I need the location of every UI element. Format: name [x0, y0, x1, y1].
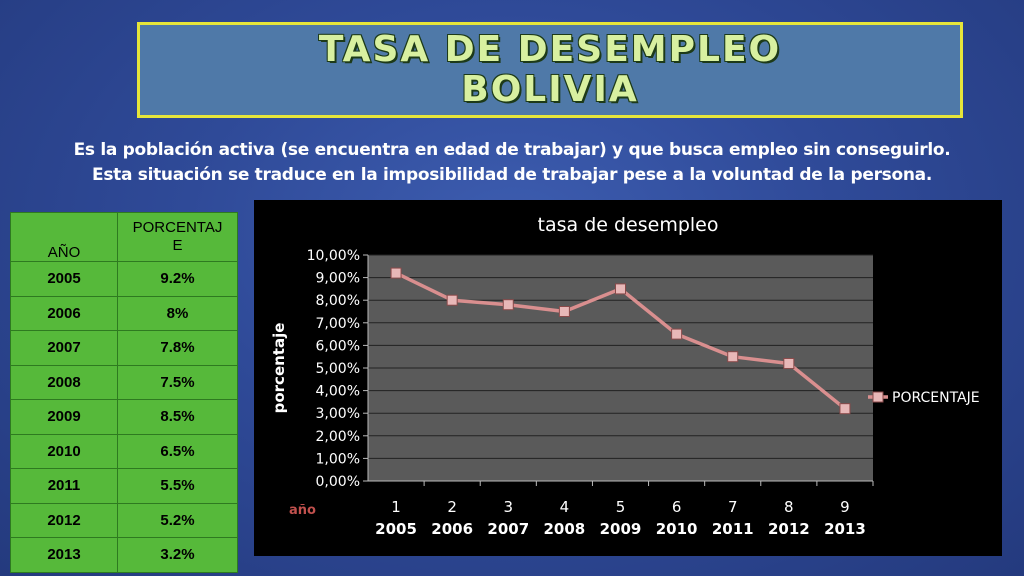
description: Es la población activa (se encuentra en … — [40, 138, 984, 188]
data-point-marker — [615, 283, 626, 295]
year-cell: 2010 — [10, 433, 118, 469]
table-row: 2012 5.2% — [10, 502, 238, 538]
x-tick-label: 2 — [447, 498, 457, 516]
table-row: 2009 8.5% — [10, 399, 238, 435]
year-cell: 2013 — [10, 537, 118, 573]
y-tick-label: 2,00% — [316, 429, 360, 445]
y-tick-label: 7,00% — [316, 316, 360, 332]
table-row: 2006 8% — [10, 295, 238, 331]
data-point-marker — [558, 306, 570, 317]
x-tick-sublabel: 2008 — [544, 520, 586, 538]
legend-label: PORCENTAJE — [892, 390, 980, 406]
x-tick-sublabel: 2005 — [375, 520, 417, 538]
percentage-cell: 6.5% — [117, 433, 238, 469]
x-tick-label: 1 — [391, 498, 401, 516]
percentage-cell: 3.2% — [117, 537, 238, 573]
title-line-2: BOLIVIA — [461, 69, 639, 110]
x-tick-sublabel: 2009 — [600, 520, 642, 538]
y-tick-label: 4,00% — [316, 384, 360, 400]
table-row: 2010 6.5% — [10, 433, 238, 469]
header-percentage-line-1: PORCENTAJ — [132, 219, 223, 236]
y-tick-label: 0,00% — [316, 474, 360, 490]
x-tick-sublabel: 2011 — [712, 520, 754, 538]
x-tick-sublabel: 2010 — [656, 520, 698, 538]
y-tick-label: 5,00% — [316, 361, 360, 377]
y-tick-label: 1,00% — [316, 451, 360, 467]
x-tick-label: 7 — [728, 498, 738, 516]
data-point-marker — [783, 357, 795, 369]
x-tick-label: 9 — [840, 498, 850, 516]
header-percentage-line-2: E — [172, 237, 183, 254]
title-line-1: TASA DE DESEMPLEO — [318, 29, 782, 70]
data-point-marker — [390, 267, 402, 279]
percentage-cell: 8% — [117, 295, 238, 331]
chart-title: tasa de desempleo — [538, 214, 719, 236]
data-point-marker — [839, 403, 851, 415]
percentage-cell: 5.2% — [117, 502, 238, 538]
x-tick-label: 6 — [672, 498, 682, 516]
x-tick-sublabel: 2007 — [487, 520, 529, 538]
data-table: AÑO PORCENTAJ E 2005 9.2% 2006 8% 2007 7.8% 20… — [10, 212, 238, 573]
table-header-row: AÑO PORCENTAJ E — [10, 212, 238, 262]
data-point-marker — [446, 294, 458, 306]
description-line-1: Es la población activa (se encuentra en … — [73, 140, 951, 160]
header-year: AÑO — [10, 212, 118, 262]
data-point-marker — [727, 351, 739, 363]
x-tick-sublabel: 2012 — [768, 520, 810, 538]
percentage-cell: 8.5% — [117, 399, 238, 435]
percentage-cell: 7.5% — [117, 364, 238, 400]
x-axis-label: año — [289, 503, 316, 518]
x-tick-sublabel: 2006 — [431, 520, 473, 538]
year-cell: 2008 — [10, 364, 118, 400]
data-point-marker — [502, 299, 514, 311]
y-tick-label: 9,00% — [316, 271, 360, 287]
description-line-2: Esta situación se traduce en la imposibi… — [92, 165, 932, 185]
y-tick-label: 10,00% — [307, 248, 360, 264]
table-row: 2005 9.2% — [10, 261, 238, 297]
chart-panel: 0,00% 1,00% 2,00% 3,00% 4,00% 5,00% 6,00% 7,00%… — [254, 200, 1002, 556]
y-tick-label: 3,00% — [316, 406, 360, 422]
x-tick-label: 8 — [784, 498, 794, 516]
percentage-cell: 9.2% — [117, 261, 238, 297]
line-chart: 0,00% 1,00% 2,00% 3,00% 4,00% 5,00% 6,00% 7,00%… — [270, 214, 980, 538]
table-row: 2011 5.5% — [10, 468, 238, 504]
header-percentage: PORCENTAJ E — [117, 212, 238, 262]
legend-marker — [872, 391, 884, 403]
x-tick-label: 5 — [616, 498, 626, 516]
table-row: 2008 7.5% — [10, 364, 238, 400]
year-cell: 2012 — [10, 502, 118, 538]
y-tick-label: 8,00% — [316, 293, 360, 309]
data-point-marker — [671, 328, 683, 340]
y-axis-label: porcentaje — [270, 323, 288, 414]
y-tick-label: 6,00% — [316, 338, 360, 354]
x-tick-label: 4 — [560, 498, 570, 516]
year-cell: 2011 — [10, 468, 118, 504]
table-row: 2007 7.8% — [10, 330, 238, 366]
title-banner: TASA DE DESEMPLEO BOLIVIA — [137, 22, 963, 118]
table-row: 2013 3.2% — [10, 537, 238, 573]
year-cell: 2009 — [10, 399, 118, 435]
year-cell: 2006 — [10, 295, 118, 331]
percentage-cell: 7.8% — [117, 330, 238, 366]
year-cell: 2007 — [10, 330, 118, 366]
x-tick-label: 3 — [504, 498, 514, 516]
x-tick-sublabel: 2013 — [824, 520, 866, 538]
percentage-cell: 5.5% — [117, 468, 238, 504]
year-cell: 2005 — [10, 261, 118, 297]
